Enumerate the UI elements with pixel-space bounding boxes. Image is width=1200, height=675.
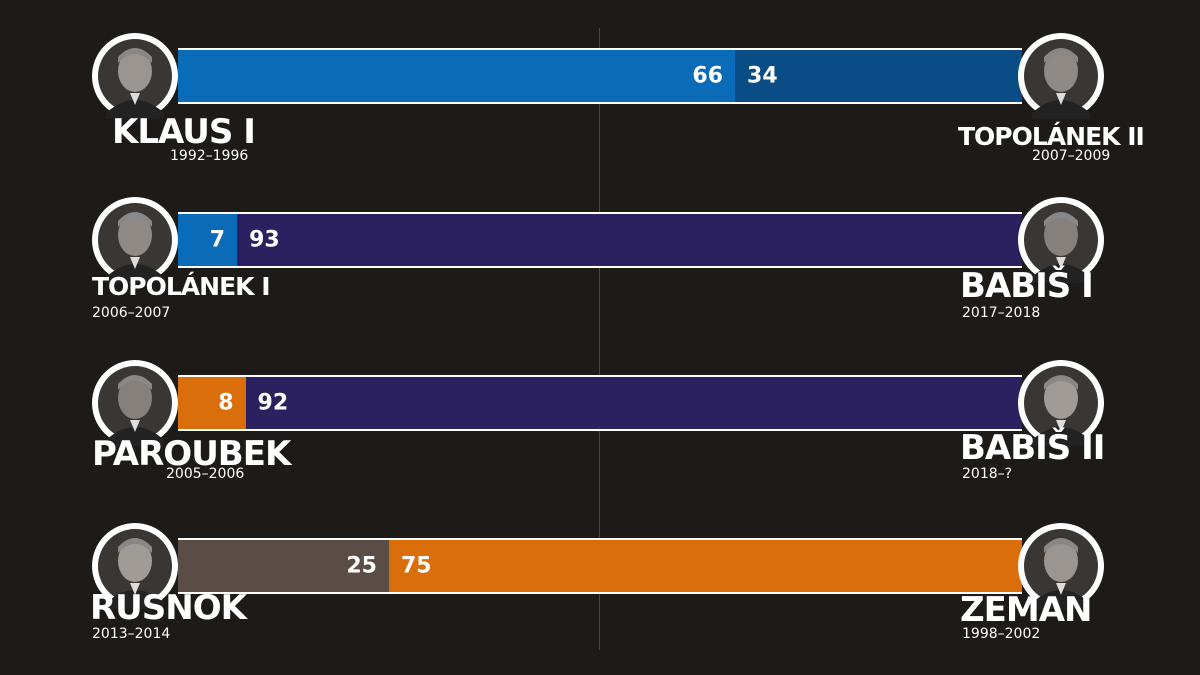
center-divider [599,28,600,650]
portrait-left-2-icon [92,197,178,283]
bar-segment-right-1: 34 [735,50,1022,102]
portrait-right-1-icon [1018,33,1104,119]
value-label-left-4: 25 [346,553,377,579]
bar-segment-left-4: 25 [178,540,389,592]
pm-years-right-1: 2007–2009 [1032,148,1111,164]
bar-segment-right-4: 75 [389,540,1022,592]
pm-name-right-1: TOPOLÁNEK II [958,122,1145,151]
pm-years-left-1: 1992–1996 [170,148,249,164]
pm-name-left-1: KLAUS I [112,112,256,152]
bar-row-4: 25 75 [178,538,1022,594]
bar-segment-right-2: 93 [237,214,1022,266]
bar-row-1: 66 34 [178,48,1022,104]
value-label-left-3: 8 [218,390,234,416]
pm-name-right-4: ZEMAN [960,590,1092,630]
value-label-right-4: 75 [401,553,432,579]
value-label-right-1: 34 [747,63,778,89]
pm-name-right-3: BABIŠ II [960,428,1105,468]
bar-row-3: 8 92 [178,375,1022,431]
pm-years-left-2: 2006–2007 [92,305,171,321]
pm-name-left-4: RUSNOK [90,588,247,628]
pm-years-right-2: 2017–2018 [962,305,1041,321]
bar-segment-left-2: 7 [178,214,238,266]
portrait-left-4-icon [92,523,178,609]
value-label-right-2: 93 [249,227,280,253]
portrait-right-4-icon [1018,523,1104,609]
bar-segment-left-1: 66 [178,50,736,102]
value-label-right-3: 92 [257,390,289,416]
portrait-right-2-icon [1018,197,1104,283]
pm-years-left-3: 2005–2006 [166,466,245,482]
portrait-left-1-icon [92,33,178,119]
pm-years-right-3: 2018–? [962,466,1013,482]
portrait-left-3-icon [92,360,178,446]
pm-name-left-2: TOPOLÁNEK I [92,272,271,301]
value-label-left-2: 7 [209,227,226,253]
pm-years-left-4: 2013–2014 [92,626,171,642]
pm-years-right-4: 1998–2002 [962,626,1041,642]
value-label-left-1: 66 [692,63,724,89]
pm-name-right-2: BABIŠ I [960,266,1094,306]
bar-segment-left-3: 8 [178,377,246,429]
pm-name-left-3: PAROUBEK [92,434,291,474]
bar-row-2: 7 93 [178,212,1022,268]
bar-segment-right-3: 92 [245,377,1022,429]
portrait-right-3-icon [1018,360,1104,446]
